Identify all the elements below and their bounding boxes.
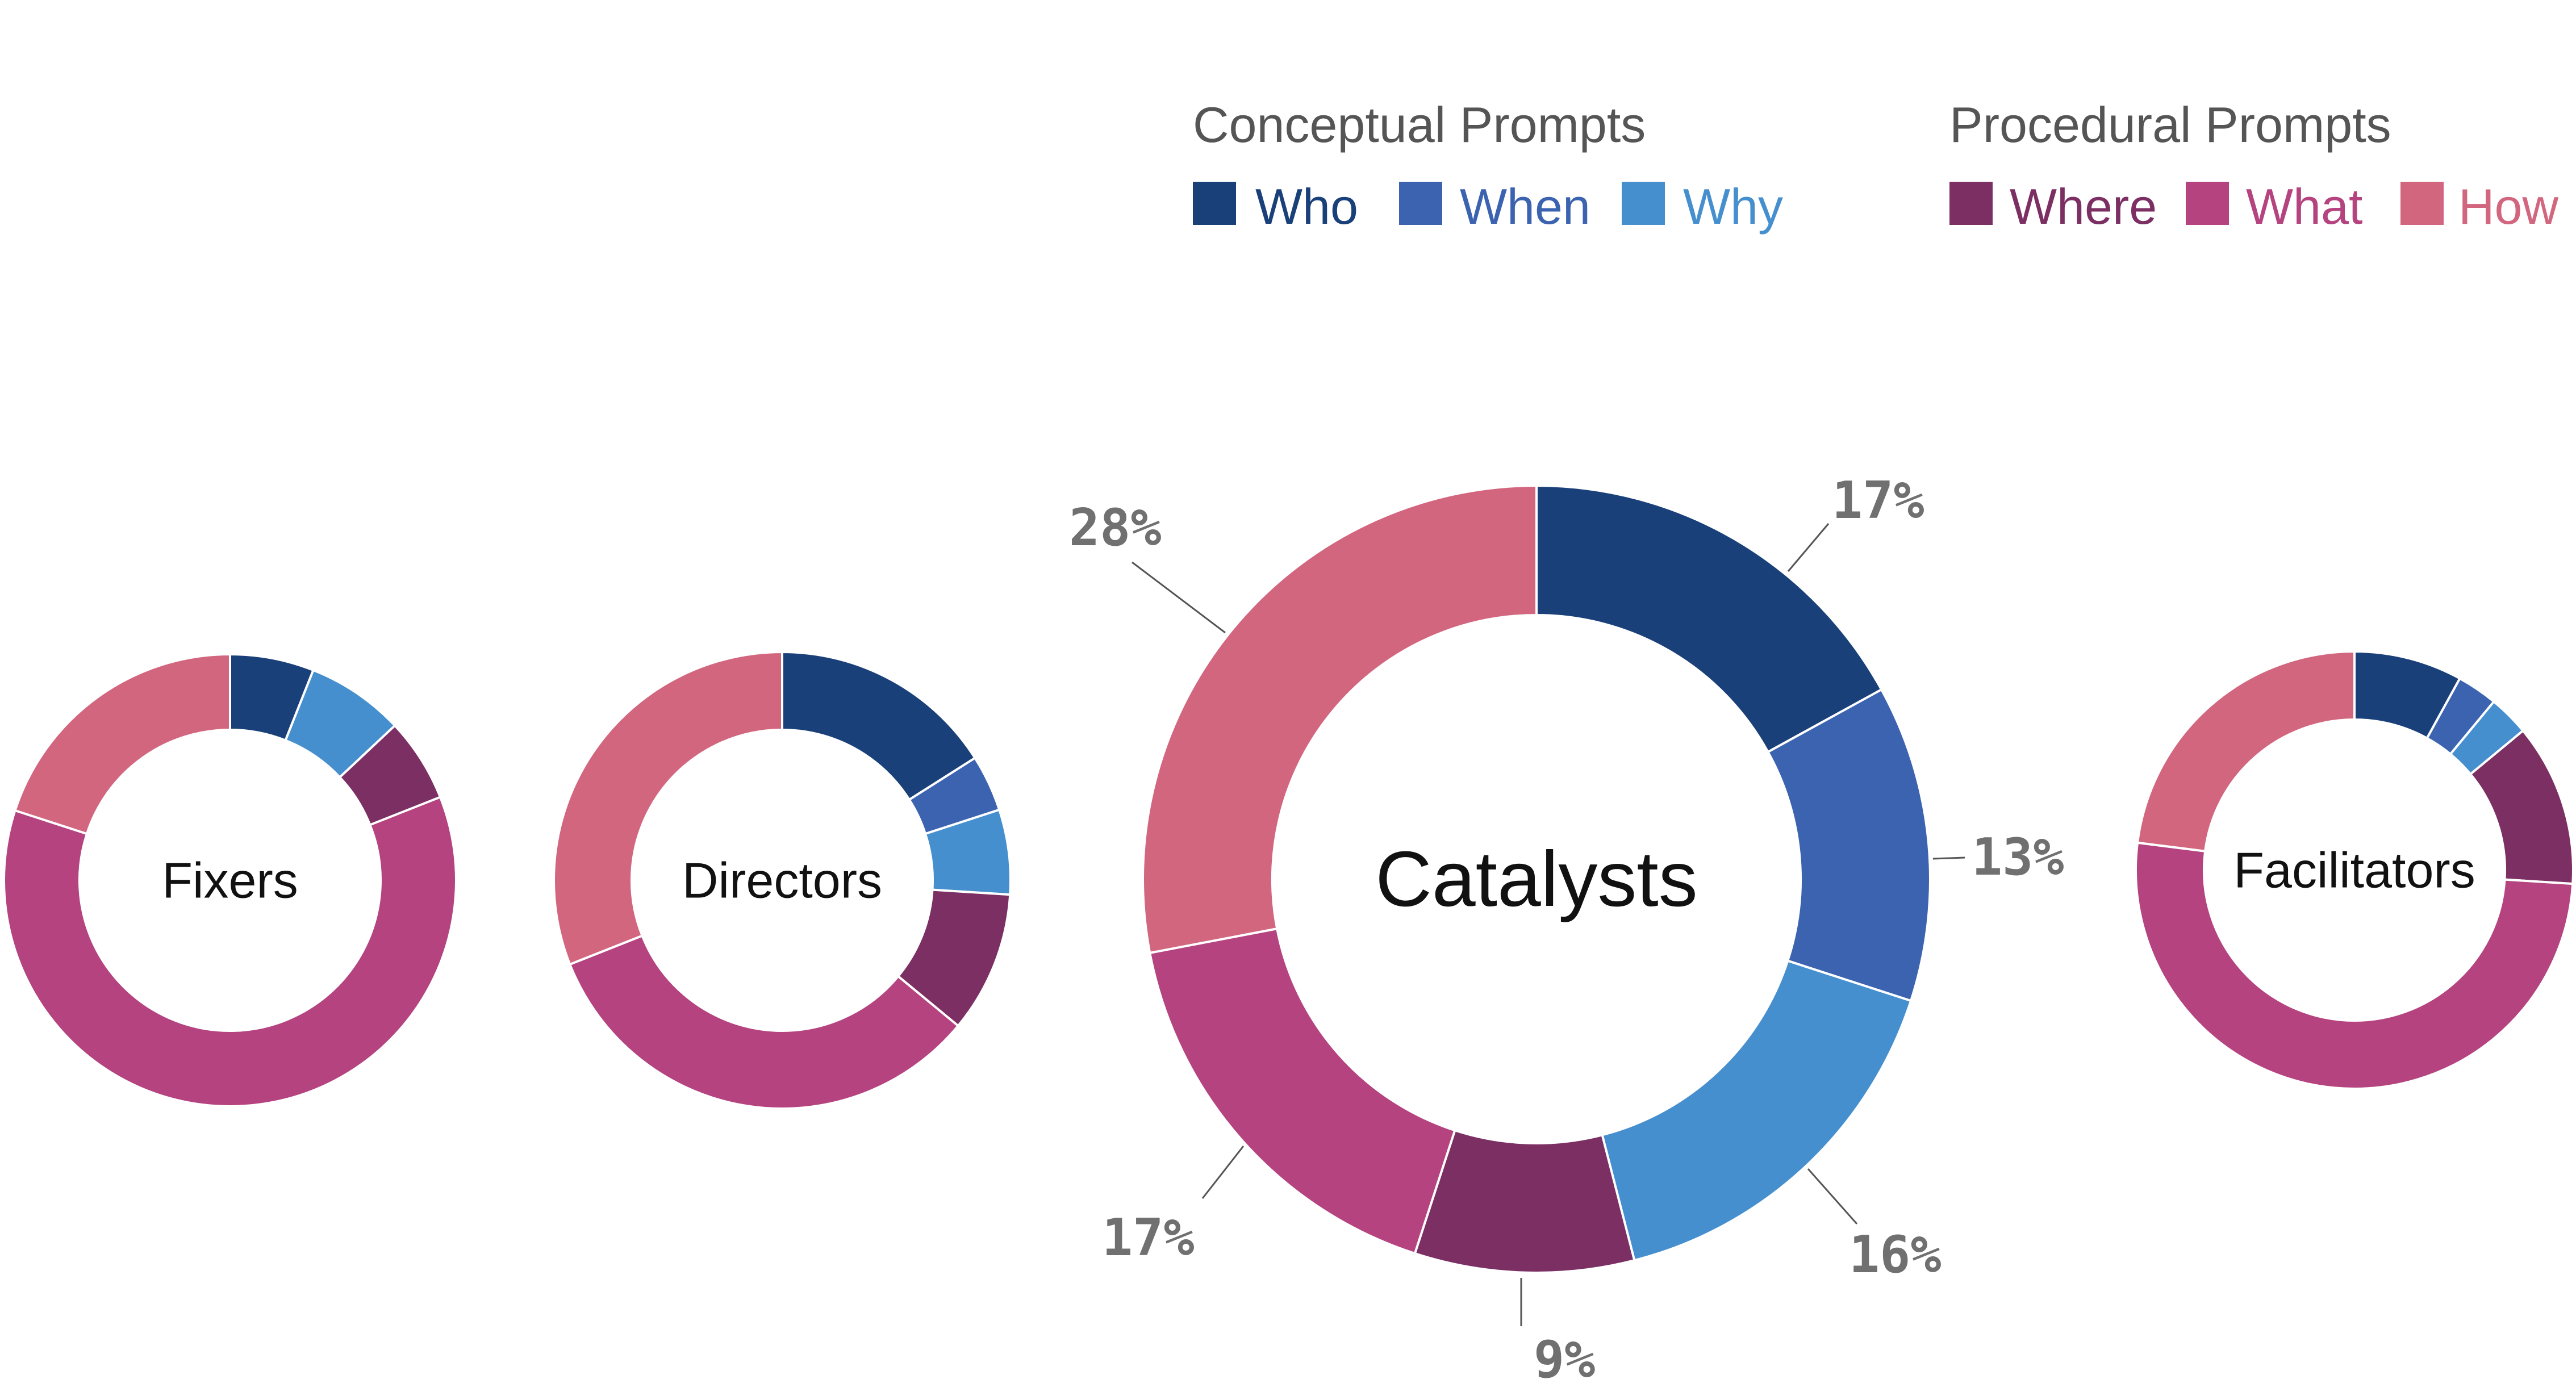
donut-center-label-catalysts: Catalysts (1375, 835, 1698, 923)
slice-directors-what (568, 934, 960, 1110)
leader-line-who (1787, 523, 1830, 572)
slice-directors-how (553, 650, 783, 966)
legend-swatch-why (1622, 182, 1665, 225)
donut-fixers: Fixers (3, 653, 457, 1107)
legend-swatch-who (1193, 182, 1236, 225)
donut-facilitators: Facilitators (2134, 650, 2574, 1090)
donut-catalysts: Catalysts 17% 13% 16% 9% 17% 28% (1069, 471, 2064, 1390)
leader-line-what (1201, 1146, 1245, 1199)
legend-swatch-when (1399, 182, 1442, 225)
legend-swatch-what (2186, 182, 2229, 225)
data-label-who: 17% (1832, 471, 1924, 530)
legend-label-what: What (2246, 178, 2362, 235)
slice-catalysts-who (1535, 484, 1883, 754)
slice-catalysts-how (1141, 484, 1538, 955)
legend-title-procedural: Procedural Prompts (1949, 97, 2391, 153)
donut-center-label-fixers: Fixers (162, 852, 298, 909)
data-label-why: 16% (1849, 1225, 1942, 1285)
donut-center-label-directors: Directors (682, 852, 882, 909)
donut-group: Fixers Directors Catalysts 17% 13% 16% 9% 17% 28… (3, 471, 2574, 1390)
data-label-where: 9% (1534, 1330, 1595, 1390)
legend-swatch-where (1949, 182, 1993, 225)
donut-directors: Directors (553, 650, 1012, 1110)
legend: Conceptual Prompts Who When Why Procedur… (1193, 97, 2558, 235)
legend-group-procedural: Procedural Prompts Where What How (1949, 97, 2558, 235)
data-label-what: 17% (1102, 1208, 1195, 1268)
leader-line-when (1932, 856, 1965, 860)
legend-label-why: Why (1683, 178, 1783, 235)
legend-label-how: How (2458, 178, 2558, 235)
legend-label-who: Who (1255, 178, 1358, 235)
legend-swatch-how (2400, 182, 2444, 225)
legend-title-conceptual: Conceptual Prompts (1193, 97, 1646, 153)
slice-catalysts-why (1601, 959, 1913, 1262)
legend-group-conceptual: Conceptual Prompts Who When Why (1193, 97, 1783, 235)
slice-facilitators-what (2134, 841, 2574, 1090)
slice-facilitators-how (2136, 650, 2356, 853)
slice-fixers-how (13, 653, 231, 835)
slice-catalysts-what (1148, 927, 1456, 1255)
leader-line-why (1807, 1168, 1858, 1224)
slice-fixers-what (3, 795, 457, 1107)
data-label-when: 13% (1972, 827, 2064, 887)
slice-directors-who (781, 650, 977, 801)
legend-label-when: When (1460, 178, 1590, 235)
data-label-how: 28% (1069, 498, 1162, 558)
legend-label-where: Where (2010, 178, 2157, 235)
leader-line-how (1132, 561, 1226, 634)
donut-center-label-facilitators: Facilitators (2233, 842, 2475, 898)
